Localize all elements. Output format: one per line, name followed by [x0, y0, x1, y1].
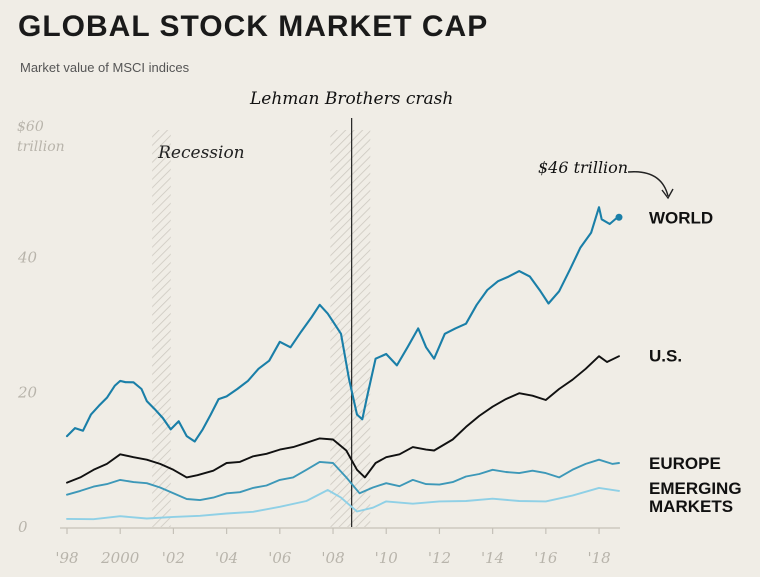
x-tick-label: '14 — [481, 549, 504, 567]
series-line-world — [65, 206, 621, 443]
series-label: MARKETS — [649, 497, 733, 516]
annotation-label: $46 trillion — [538, 158, 628, 177]
x-tick-label: '04 — [215, 549, 238, 567]
x-tick-label: 2000 — [100, 549, 140, 567]
x-tick-label: '08 — [321, 549, 344, 567]
chart-subtitle: Market value of MSCI indices — [20, 60, 190, 75]
annotation-arrow — [627, 171, 669, 197]
x-tick-label: '18 — [587, 549, 610, 567]
series-label: WORLD — [649, 208, 713, 227]
y-tick-label: 0 — [18, 518, 28, 536]
y-tick-label: 40 — [17, 249, 38, 267]
event-label: Lehman Brothers crash — [249, 89, 453, 109]
y-tick-label: 20 — [17, 383, 38, 401]
y-unit-label: trillion — [17, 139, 65, 155]
chart-title: GLOBAL STOCK MARKET CAP — [18, 10, 489, 43]
series-line-emerging-markets — [66, 486, 620, 521]
recession-label: Recession — [157, 143, 245, 163]
series-line-u-s- — [66, 355, 620, 484]
series-label: EMERGING — [649, 479, 742, 498]
shaded-period-0 — [152, 130, 171, 527]
series-label: EUROPE — [649, 454, 721, 473]
x-tick-label: '02 — [162, 549, 185, 567]
x-tick-label: '12 — [428, 549, 451, 567]
y-unit-label: $60 — [17, 119, 44, 135]
x-tick-label: '16 — [534, 549, 558, 567]
world-end-point — [615, 213, 623, 221]
series-label: U.S. — [649, 346, 682, 365]
annotation-arrowhead — [661, 188, 674, 200]
series-line-europe — [66, 458, 620, 502]
x-tick-label: '10 — [375, 549, 399, 567]
x-tick-label: '98 — [55, 549, 78, 567]
x-tick-label: '06 — [268, 549, 292, 567]
